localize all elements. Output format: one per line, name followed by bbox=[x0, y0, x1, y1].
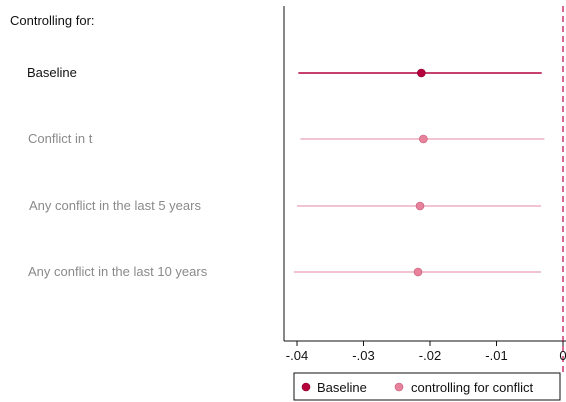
x-tick-label: -.01 bbox=[485, 348, 507, 363]
legend-label-baseline: Baseline bbox=[317, 380, 367, 395]
x-tick-label: -.04 bbox=[286, 348, 308, 363]
legend-marker-controlling-for-conflict bbox=[394, 382, 404, 392]
legend: Baseline controlling for conflict bbox=[293, 372, 561, 401]
row-label-any-conflict-in-the-last-10-years: Any conflict in the last 10 years bbox=[28, 264, 208, 279]
x-tick-label: -.03 bbox=[352, 348, 374, 363]
confidence-intervals bbox=[293, 72, 545, 273]
point-estimate-baseline bbox=[417, 68, 426, 78]
legend-box bbox=[293, 372, 561, 401]
legend-label-controlling-for-conflict: controlling for conflict bbox=[411, 380, 533, 395]
x-tick-label: 0 bbox=[559, 348, 566, 363]
point-estimate-conflict-in-t bbox=[419, 134, 428, 144]
legend-marker-baseline bbox=[301, 382, 311, 392]
row-label-baseline: Baseline bbox=[27, 65, 77, 80]
chart-title: Controlling for: bbox=[10, 13, 95, 28]
row-labels: Baseline Conflict in t Any conflict in the… bbox=[27, 65, 208, 279]
row-label-any-conflict-in-the-last-5-years: Any conflict in the last 5 years bbox=[29, 198, 201, 213]
row-label-conflict-in-t: Conflict in t bbox=[28, 131, 93, 146]
x-axis-ticks: -.04 -.03 -.02 -.01 0 bbox=[286, 341, 566, 363]
x-tick-label: -.02 bbox=[419, 348, 441, 363]
point-estimate-any-conflict-in-the-last-5-years bbox=[415, 201, 425, 211]
point-estimate-any-conflict-in-the-last-10-years bbox=[413, 267, 423, 277]
point-estimates bbox=[413, 68, 428, 277]
